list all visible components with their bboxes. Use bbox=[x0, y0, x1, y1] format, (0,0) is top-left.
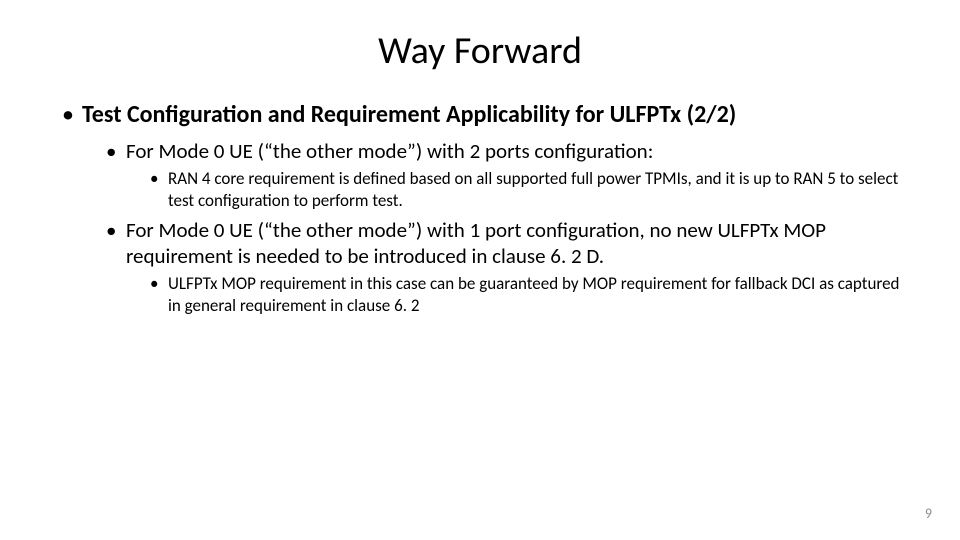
slide: Way Forward Test Configuration and Requi… bbox=[0, 0, 960, 540]
bullet-lvl3-text: ULFPTx MOP requirement in this case can … bbox=[168, 273, 899, 315]
bullet-lvl2-item: For Mode 0 UE (“the other mode”) with 2 … bbox=[104, 138, 900, 211]
page-number: 9 bbox=[925, 505, 932, 522]
bullet-lvl3-item: RAN 4 core requirement is defined based … bbox=[148, 168, 900, 211]
bullet-list-level3: ULFPTx MOP requirement in this case can … bbox=[126, 273, 900, 316]
bullet-list-level3: RAN 4 core requirement is defined based … bbox=[126, 168, 900, 211]
slide-title: Way Forward bbox=[60, 28, 900, 74]
bullet-lvl1-item: Test Configuration and Requirement Appli… bbox=[60, 100, 900, 316]
bullet-lvl3-item: ULFPTx MOP requirement in this case can … bbox=[148, 273, 900, 316]
bullet-lvl3-text: RAN 4 core requirement is defined based … bbox=[168, 168, 898, 210]
bullet-lvl2-item: For Mode 0 UE (“the other mode”) with 1 … bbox=[104, 217, 900, 316]
bullet-list-level2: For Mode 0 UE (“the other mode”) with 2 … bbox=[82, 138, 900, 316]
bullet-lvl2-text: For Mode 0 UE (“the other mode”) with 1 … bbox=[126, 217, 826, 269]
bullet-lvl1-text: Test Configuration and Requirement Appli… bbox=[82, 100, 736, 129]
bullet-list-level1: Test Configuration and Requirement Appli… bbox=[60, 100, 900, 316]
bullet-lvl2-text: For Mode 0 UE (“the other mode”) with 2 … bbox=[126, 138, 653, 164]
